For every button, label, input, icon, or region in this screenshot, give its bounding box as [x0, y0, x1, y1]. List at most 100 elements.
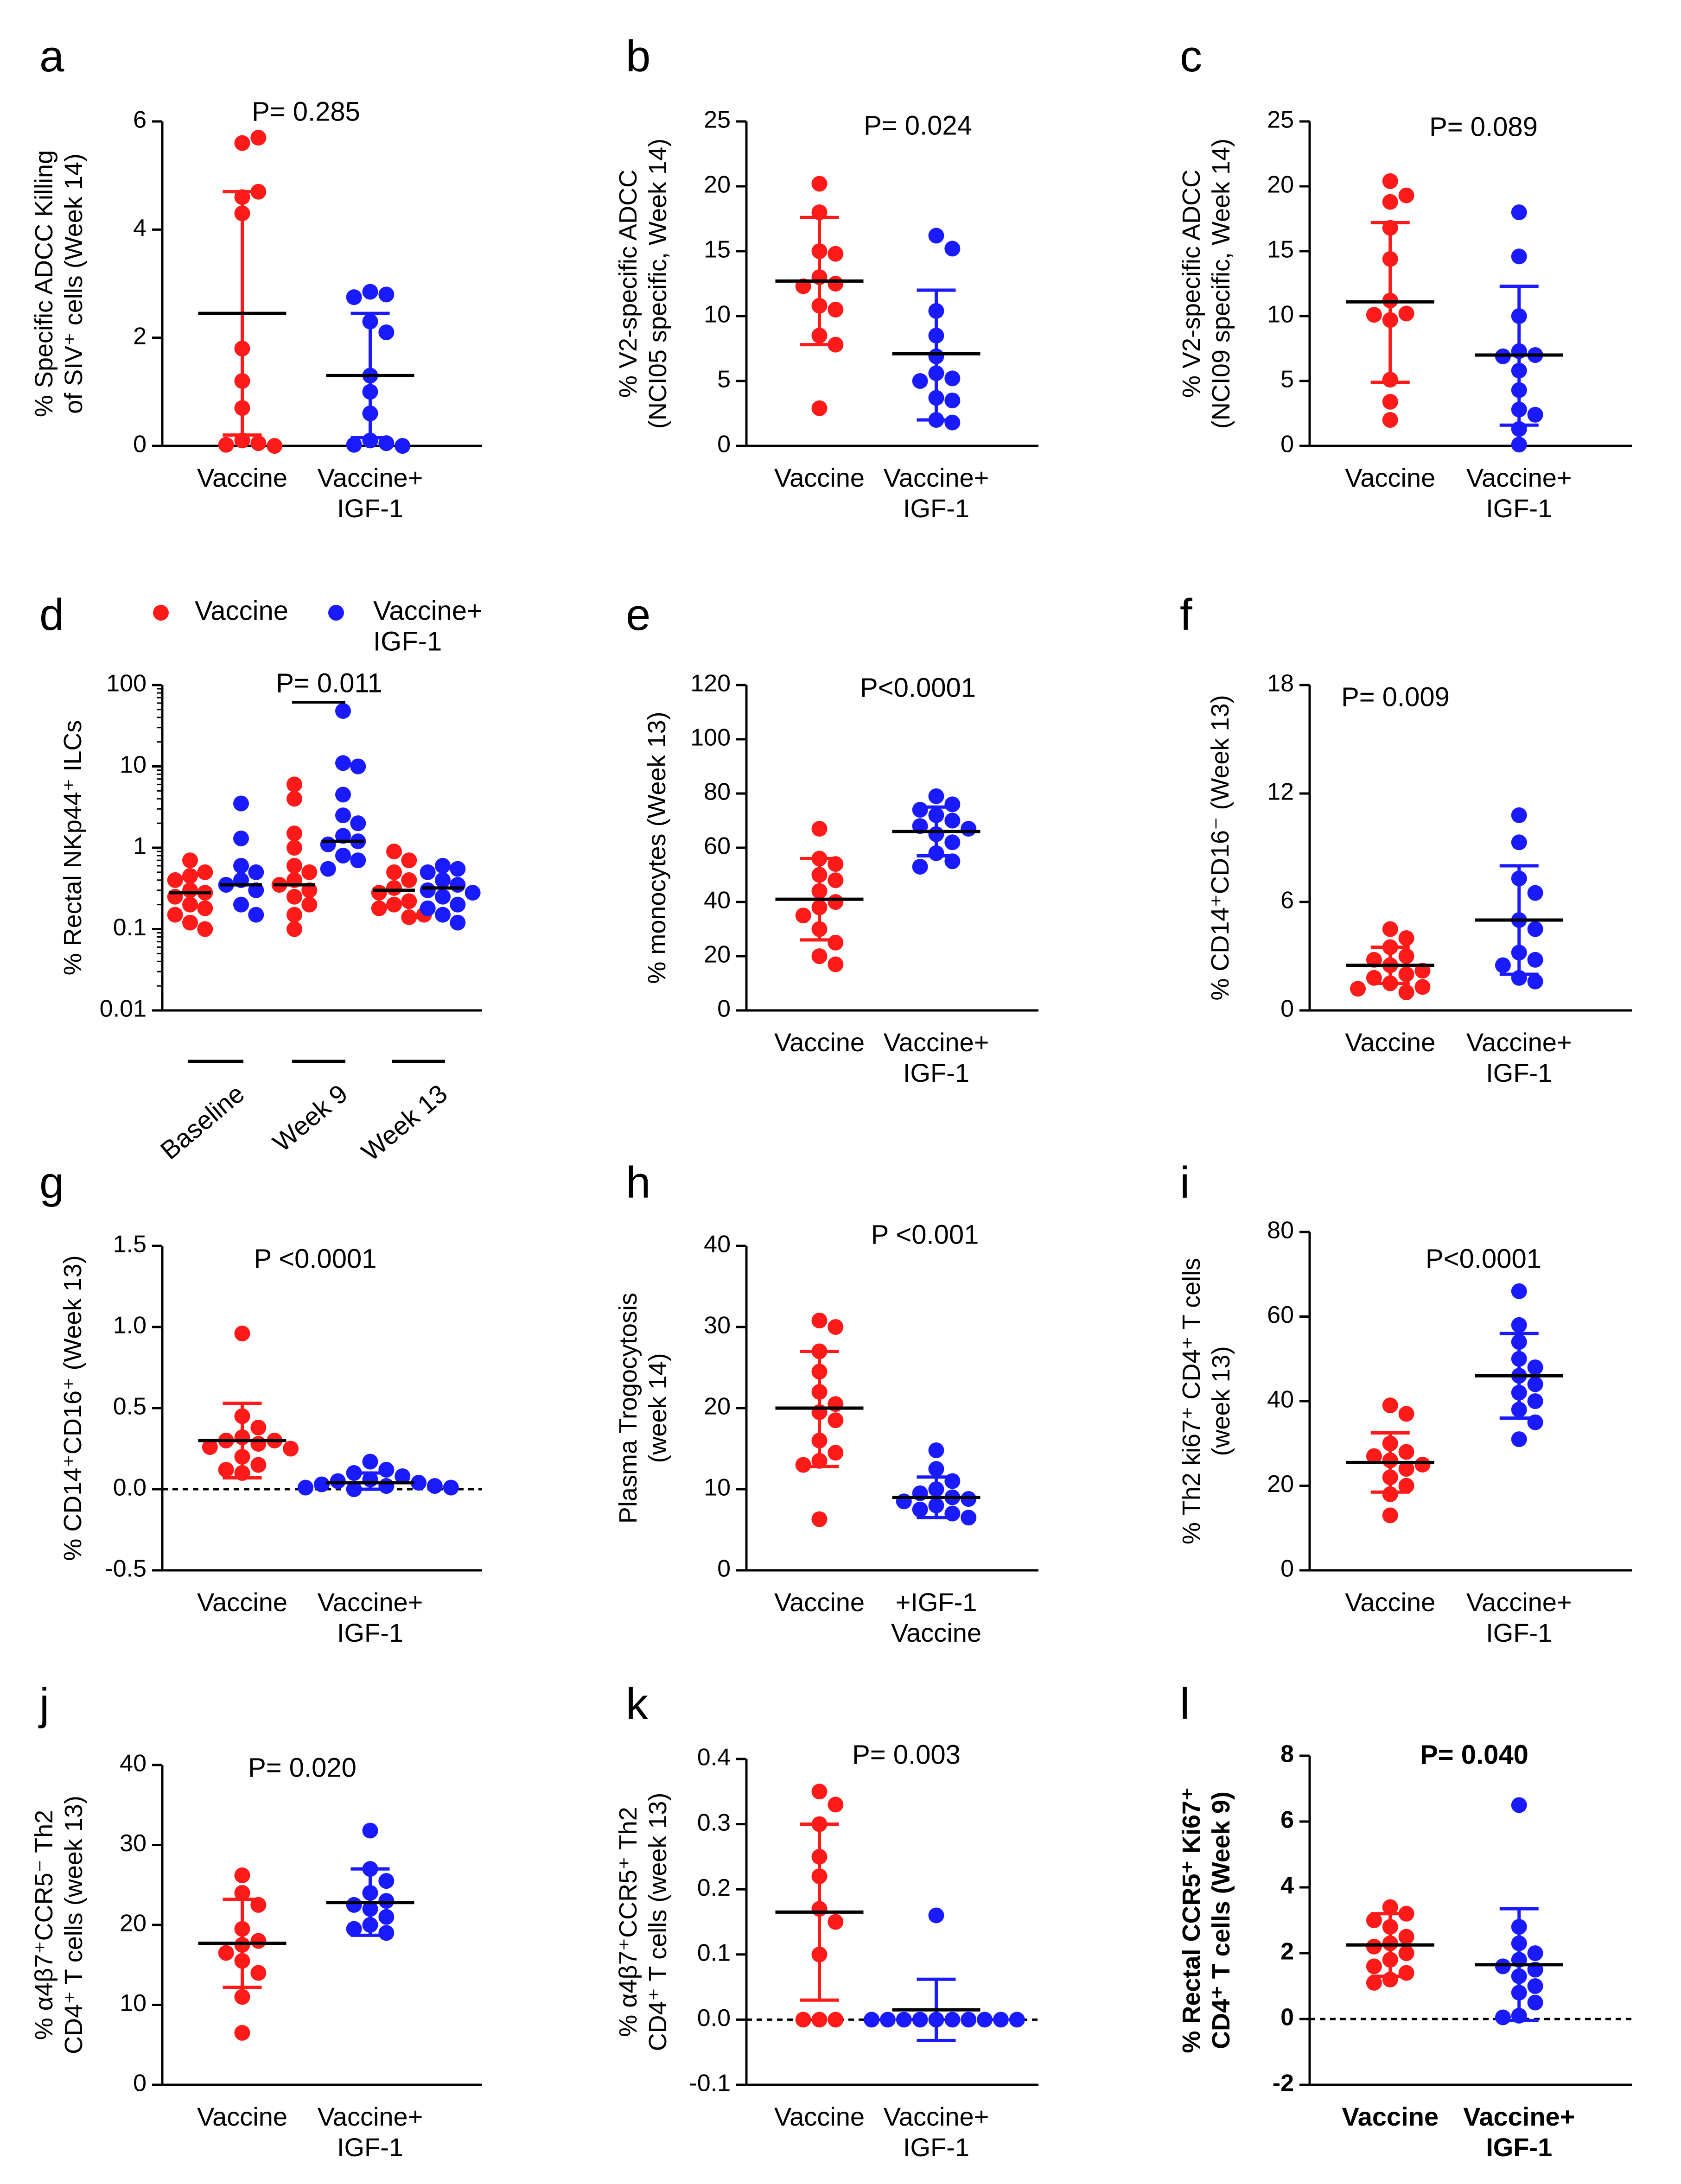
- y-tick-label: 40: [1267, 1386, 1294, 1413]
- data-point: [928, 1907, 944, 1924]
- data-point: [1382, 939, 1398, 955]
- y-axis-label: % CD14⁺CD16⁻ (Week 13): [1206, 695, 1234, 1000]
- data-point: [378, 1462, 395, 1478]
- data-point: [1382, 975, 1398, 991]
- data-point: [1398, 1406, 1414, 1422]
- data-point: [811, 176, 828, 192]
- data-point: [234, 1885, 250, 1901]
- y-tick-label: 60: [1267, 1302, 1294, 1328]
- y-axis-label: CD4⁺ T cells (week 13): [60, 1796, 88, 2054]
- y-axis-label: (week 14): [644, 1353, 672, 1463]
- data-point: [828, 1914, 844, 1930]
- x-category-label: Vaccine: [891, 1618, 981, 1647]
- data-point: [879, 2012, 896, 2028]
- data-point: [1511, 1935, 1527, 1951]
- data-point: [450, 861, 466, 877]
- x-category-label: IGF-1: [903, 2133, 969, 2162]
- data-point: [912, 1501, 928, 1517]
- data-point: [320, 836, 336, 852]
- panel-letter: l: [1180, 1679, 1190, 1729]
- x-category-label: Vaccine+: [318, 1587, 423, 1617]
- data-point: [287, 825, 302, 842]
- data-point: [928, 807, 944, 823]
- p-value-label: P= 0.285: [252, 96, 360, 127]
- chart-panel-b: b 0 5 10 15 20 25 % V2-specific ADCC (NCI05 spec…: [614, 32, 1038, 523]
- data-point: [912, 2012, 928, 2028]
- x-category-label: Vaccine: [774, 1587, 865, 1617]
- p-value-label: P= 0.011: [276, 668, 382, 698]
- data-point: [287, 921, 302, 937]
- x-category-label: Vaccine: [197, 2102, 287, 2131]
- data-point: [811, 1364, 828, 1380]
- data-point: [1398, 1444, 1414, 1460]
- y-tick-label: 2: [133, 323, 146, 349]
- data-point: [197, 864, 213, 880]
- data-point: [1511, 1919, 1527, 1935]
- data-point: [182, 882, 198, 898]
- data-point: [961, 821, 977, 837]
- y-tick-label: 0.5: [113, 1393, 146, 1420]
- data-point: [795, 2012, 811, 2028]
- y-tick-label: 6: [1280, 1807, 1294, 1834]
- data-point: [1398, 1929, 1414, 1945]
- x-group-label: Week 9: [267, 1079, 353, 1157]
- data-point: [1366, 1958, 1382, 1974]
- y-tick-label: 10: [704, 1474, 731, 1501]
- data-point: [928, 1461, 944, 1477]
- data-point: [1366, 1974, 1382, 1991]
- y-tick-label: 40: [120, 1750, 146, 1777]
- legend-label-vaccine: Vaccine: [195, 596, 288, 626]
- y-tick-label: 0.4: [697, 1744, 731, 1771]
- data-point: [944, 2012, 961, 2028]
- y-axis-label: of SIV⁺ cells (Week 14): [60, 153, 88, 414]
- y-tick-label: 20: [120, 1910, 146, 1937]
- data-point: [435, 872, 451, 888]
- data-point: [395, 1468, 411, 1484]
- data-point: [378, 1909, 395, 1925]
- data-point: [234, 2025, 250, 2041]
- data-point: [233, 831, 249, 847]
- y-tick-label: 1.0: [113, 1312, 146, 1339]
- y-tick-label: 5: [717, 366, 731, 393]
- data-point: [350, 852, 366, 869]
- data-point: [1382, 1971, 1398, 1987]
- y-tick-label: 25: [1267, 107, 1294, 133]
- data-point: [233, 857, 249, 874]
- data-point: [287, 840, 302, 856]
- data-point: [1495, 957, 1511, 973]
- chart-panel-k: k -0.1 0.0 0.1 0.2 0.3 0.4 % α4β7⁺CCR5⁺ Th2 CD4⁺…: [614, 1679, 1038, 2162]
- data-point: [234, 1867, 250, 1884]
- p-value-label: P <0.0001: [254, 1244, 376, 1274]
- data-point: [250, 1436, 267, 1452]
- data-point: [1511, 1283, 1527, 1299]
- data-point: [944, 1473, 961, 1489]
- data-point: [811, 883, 828, 899]
- data-point: [1511, 1797, 1527, 1813]
- data-point: [1527, 1376, 1543, 1392]
- data-point: [250, 435, 267, 451]
- data-point: [1511, 807, 1527, 823]
- data-point: [993, 2012, 1009, 2028]
- data-point: [928, 365, 944, 381]
- y-tick-label: 0: [133, 431, 146, 458]
- data-point: [828, 1445, 844, 1461]
- x-category-label: Vaccine+: [1466, 1028, 1572, 1057]
- data-point: [1382, 173, 1398, 189]
- p-value-label: P= 0.089: [1429, 112, 1538, 142]
- data-point: [864, 2012, 880, 2028]
- data-point: [234, 1408, 250, 1424]
- data-point: [395, 438, 411, 454]
- y-tick-label: 20: [1267, 1471, 1294, 1498]
- data-point: [944, 813, 961, 829]
- data-point: [167, 907, 183, 923]
- data-point: [944, 834, 961, 851]
- y-tick-label: 6: [133, 107, 146, 133]
- data-point: [1511, 970, 1527, 986]
- data-point: [1382, 1486, 1398, 1502]
- data-point: [250, 1420, 267, 1435]
- chart-panel-g: g -0.5 0.0 0.5 1.0 1.5 % CD14⁺CD16⁺ (Week 13) P…: [39, 1158, 482, 1647]
- data-point: [420, 864, 436, 880]
- data-point: [811, 400, 828, 416]
- y-tick-label: 0: [717, 431, 731, 458]
- data-point: [811, 948, 828, 964]
